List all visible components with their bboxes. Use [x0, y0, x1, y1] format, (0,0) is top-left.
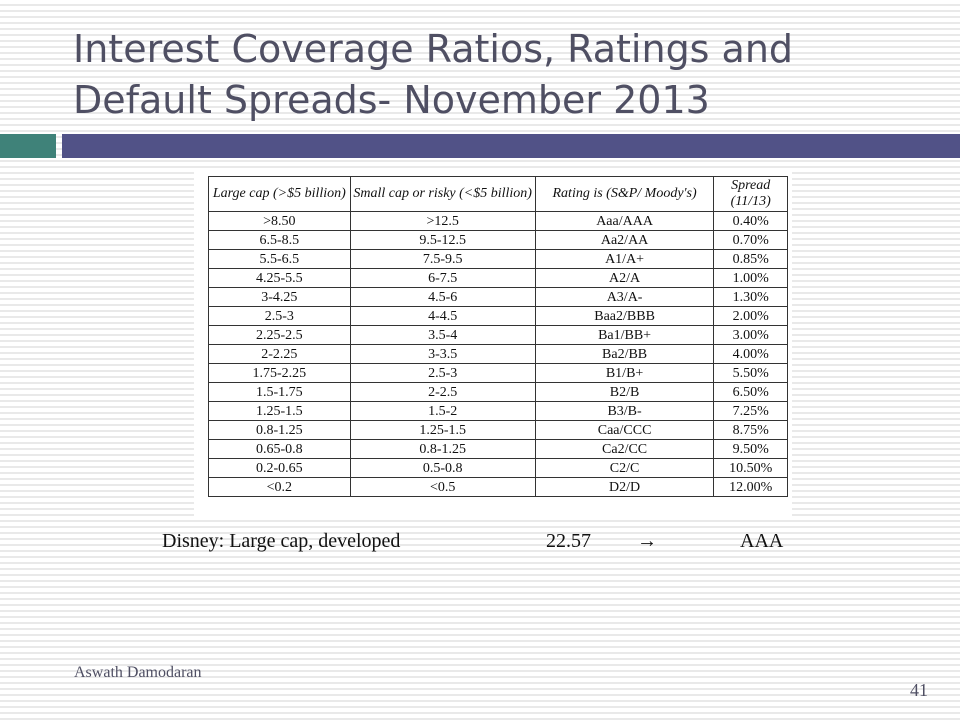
cell-large-cap: 1.75-2.25: [208, 363, 351, 383]
cell-rating: Aaa/AAA: [534, 211, 715, 231]
cell-small-cap: 4.5-6: [349, 287, 536, 307]
cell-spread: 10.50%: [713, 458, 788, 478]
table-row: 6.5-8.5 9.5-12.5 Aa2/AA 0.70%: [208, 230, 788, 250]
header-large-cap: Large cap (>$5 billion): [208, 176, 351, 212]
cell-spread: 7.25%: [713, 401, 788, 421]
table-row: 4.25-5.5 6-7.5 A2/A 1.00%: [208, 268, 788, 288]
disney-rating: AAA: [740, 530, 784, 552]
cell-small-cap: 1.25-1.5: [349, 420, 536, 440]
table-row: 5.5-6.5 7.5-9.5 A1/A+ 0.85%: [208, 249, 788, 269]
cell-small-cap: 9.5-12.5: [349, 230, 536, 250]
cell-large-cap: 1.25-1.5: [208, 401, 351, 421]
cell-rating: A1/A+: [534, 249, 715, 269]
cell-small-cap: 0.8-1.25: [349, 439, 536, 459]
cell-small-cap: 4-4.5: [349, 306, 536, 326]
cell-spread: 0.70%: [713, 230, 788, 250]
cell-large-cap: 2-2.25: [208, 344, 351, 364]
cell-large-cap: 0.8-1.25: [208, 420, 351, 440]
cell-spread: 6.50%: [713, 382, 788, 402]
cell-large-cap: 2.5-3: [208, 306, 351, 326]
cell-rating: A2/A: [534, 268, 715, 288]
cell-spread: 9.50%: [713, 439, 788, 459]
accent-bar-right: [62, 134, 960, 158]
cell-small-cap: <0.5: [349, 477, 536, 497]
table-row: <0.2 <0.5 D2/D 12.00%: [208, 477, 788, 497]
cell-rating: B1/B+: [534, 363, 715, 383]
cell-large-cap: 2.25-2.5: [208, 325, 351, 345]
slide-title: Interest Coverage Ratios, Ratings and De…: [73, 24, 933, 126]
table-row: >8.50 >12.5 Aaa/AAA 0.40%: [208, 211, 788, 231]
cell-rating: Ba1/BB+: [534, 325, 715, 345]
cell-small-cap: 6-7.5: [349, 268, 536, 288]
table-row: 2-2.25 3-3.5 Ba2/BB 4.00%: [208, 344, 788, 364]
cell-spread: 8.75%: [713, 420, 788, 440]
table-row: 2.25-2.5 3.5-4 Ba1/BB+ 3.00%: [208, 325, 788, 345]
cell-small-cap: 2.5-3: [349, 363, 536, 383]
cell-rating: Baa2/BBB: [534, 306, 715, 326]
cell-rating: B3/B-: [534, 401, 715, 421]
cell-rating: A3/A-: [534, 287, 715, 307]
page-number: 41: [910, 680, 928, 700]
cell-rating: C2/C: [534, 458, 715, 478]
cell-spread: 3.00%: [713, 325, 788, 345]
cell-large-cap: >8.50: [208, 211, 351, 231]
cell-rating: Caa/CCC: [534, 420, 715, 440]
right-arrow-icon: →: [637, 530, 657, 552]
cell-large-cap: 6.5-8.5: [208, 230, 351, 250]
cell-spread: 0.85%: [713, 249, 788, 269]
cell-large-cap: 3-4.25: [208, 287, 351, 307]
cell-large-cap: 5.5-6.5: [208, 249, 351, 269]
cell-spread: 0.40%: [713, 211, 788, 231]
header-spread: Spread (11/13): [713, 176, 788, 212]
cell-small-cap: 3-3.5: [349, 344, 536, 364]
table-row: 0.65-0.8 0.8-1.25 Ca2/CC 9.50%: [208, 439, 788, 459]
cell-rating: Aa2/AA: [534, 230, 715, 250]
disney-coverage-value: 22.57: [546, 530, 591, 552]
cell-small-cap: 1.5-2: [349, 401, 536, 421]
cell-rating: Ca2/CC: [534, 439, 715, 459]
table-row: 0.8-1.25 1.25-1.5 Caa/CCC 8.75%: [208, 420, 788, 440]
cell-small-cap: 0.5-0.8: [349, 458, 536, 478]
disney-label: Disney: Large cap, developed: [162, 530, 401, 552]
cell-spread: 12.00%: [713, 477, 788, 497]
table-row: 1.75-2.25 2.5-3 B1/B+ 5.50%: [208, 363, 788, 383]
cell-spread: 1.30%: [713, 287, 788, 307]
cell-rating: Ba2/BB: [534, 344, 715, 364]
header-small-cap: Small cap or risky (<$5 billion): [349, 176, 536, 212]
table-row: 1.5-1.75 2-2.5 B2/B 6.50%: [208, 382, 788, 402]
cell-rating: B2/B: [534, 382, 715, 402]
cell-large-cap: <0.2: [208, 477, 351, 497]
ratings-table-panel: Large cap (>$5 billion) Small cap or ris…: [194, 168, 792, 520]
cell-large-cap: 1.5-1.75: [208, 382, 351, 402]
cell-spread: 2.00%: [713, 306, 788, 326]
disney-example: Disney: Large cap, developed 22.57 → AAA: [162, 527, 802, 555]
cell-spread: 4.00%: [713, 344, 788, 364]
cell-large-cap: 0.65-0.8: [208, 439, 351, 459]
cell-small-cap: 2-2.5: [349, 382, 536, 402]
table-header-row: Large cap (>$5 billion) Small cap or ris…: [208, 176, 788, 212]
accent-bar-left: [0, 134, 56, 158]
header-rating: Rating is (S&P/ Moody's): [534, 176, 715, 212]
cell-large-cap: 0.2-0.65: [208, 458, 351, 478]
ratings-table-body: >8.50 >12.5 Aaa/AAA 0.40% 6.5-8.5 9.5-12.5 Aa2…: [208, 211, 788, 497]
cell-rating: D2/D: [534, 477, 715, 497]
cell-small-cap: 7.5-9.5: [349, 249, 536, 269]
cell-small-cap: >12.5: [349, 211, 536, 231]
footer-author: Aswath Damodaran: [74, 664, 202, 681]
cell-spread: 1.00%: [713, 268, 788, 288]
table-row: 0.2-0.65 0.5-0.8 C2/C 10.50%: [208, 458, 788, 478]
table-row: 2.5-3 4-4.5 Baa2/BBB 2.00%: [208, 306, 788, 326]
cell-large-cap: 4.25-5.5: [208, 268, 351, 288]
ratings-table: Large cap (>$5 billion) Small cap or ris…: [208, 176, 788, 497]
slide-title-line-1: Interest Coverage Ratios, Ratings and: [73, 27, 794, 71]
table-row: 3-4.25 4.5-6 A3/A- 1.30%: [208, 287, 788, 307]
table-row: 1.25-1.5 1.5-2 B3/B- 7.25%: [208, 401, 788, 421]
cell-spread: 5.50%: [713, 363, 788, 383]
slide-title-line-2: Default Spreads- November 2013: [73, 78, 710, 122]
cell-small-cap: 3.5-4: [349, 325, 536, 345]
